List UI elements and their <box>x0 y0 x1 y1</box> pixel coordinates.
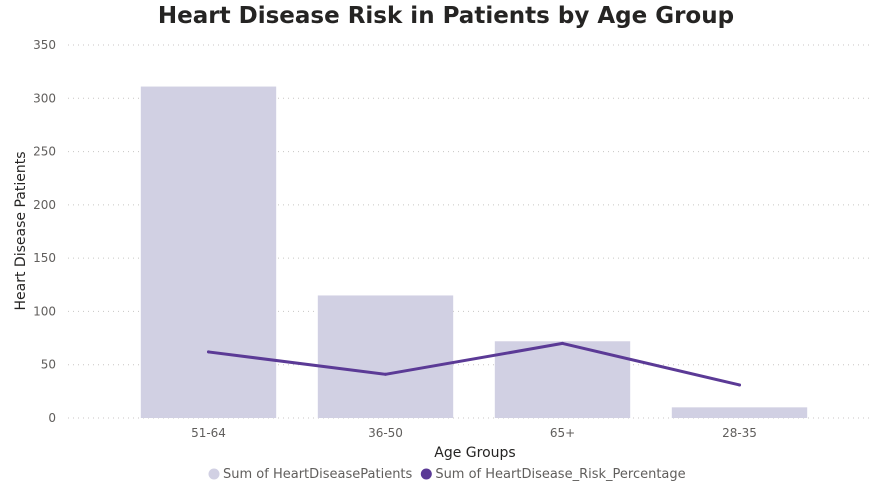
bar-28-35[interactable] <box>671 407 808 418</box>
x-tick-labels: 51-64 36-50 65+ 28-35 <box>191 426 757 440</box>
legend-marker <box>208 468 220 480</box>
line-point-51-64[interactable] <box>207 350 210 354</box>
y-tick-label: 200 <box>33 198 56 212</box>
x-axis-title: Age Groups <box>434 445 515 461</box>
x-tick-label: 65+ <box>550 426 575 440</box>
y-tick-label: 150 <box>33 251 56 265</box>
y-axis-title: Heart Disease Patients <box>13 152 29 311</box>
x-tick-label: 36-50 <box>368 426 403 440</box>
line-point-36-50[interactable] <box>384 372 387 376</box>
bar-layer <box>140 86 808 418</box>
x-tick-label: 28-35 <box>722 426 757 440</box>
grid-layer <box>68 44 870 419</box>
y-tick-labels: 0 50 100 150 200 250 300 350 <box>33 38 56 425</box>
x-tick-label: 51-64 <box>191 426 226 440</box>
line-layer <box>207 341 741 387</box>
y-tick-label: 250 <box>33 145 56 159</box>
y-tick-label: 350 <box>33 38 56 52</box>
y-tick-label: 50 <box>41 358 56 372</box>
y-tick-label: 0 <box>48 411 56 425</box>
y-tick-label: 300 <box>33 91 56 105</box>
line-point-28-35[interactable] <box>738 383 741 387</box>
legend[interactable]: Sum of HeartDiseasePatients Sum of HeartD… <box>208 467 686 482</box>
chart-title: Heart Disease Risk in Patients by Age Gr… <box>158 3 734 29</box>
line-point-65+[interactable] <box>561 341 564 345</box>
legend-entry[interactable]: Sum of HeartDiseasePatients <box>223 467 413 482</box>
legend-marker <box>420 468 432 480</box>
risk-percentage-line[interactable] <box>207 341 741 387</box>
legend-entry[interactable]: Sum of HeartDisease_Risk_Percentage <box>435 467 685 482</box>
bar-36-50[interactable] <box>317 295 454 418</box>
bar-51-64[interactable] <box>140 86 277 418</box>
y-tick-label: 100 <box>33 304 56 318</box>
